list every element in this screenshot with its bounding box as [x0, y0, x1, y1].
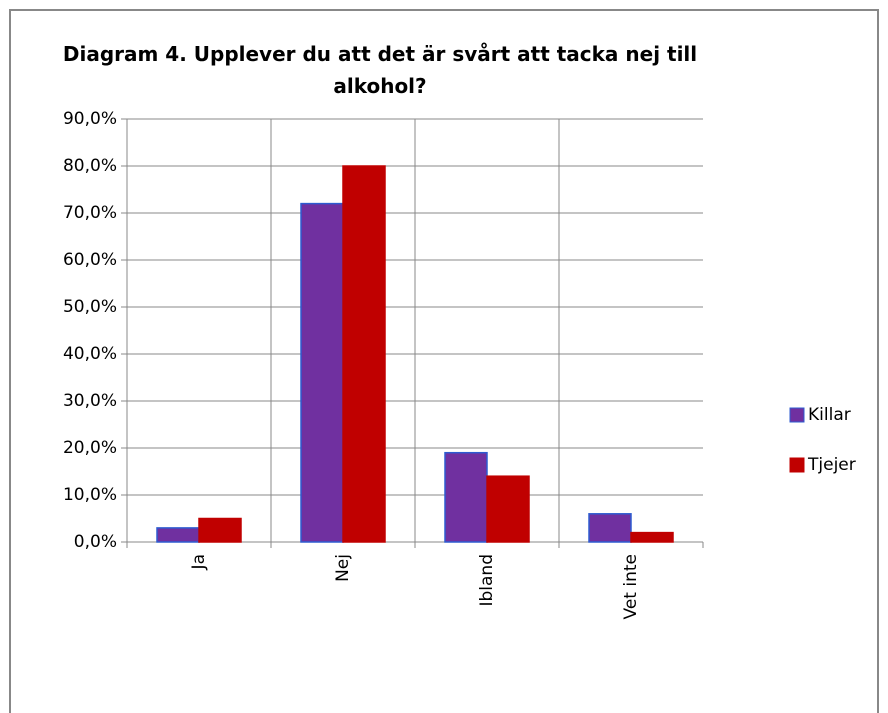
legend-swatch	[789, 407, 805, 423]
x-tick-label: Vet inte	[621, 554, 641, 619]
bar	[342, 165, 386, 543]
bar	[300, 202, 344, 543]
bar	[588, 513, 632, 543]
x-tick-label: Ibland	[477, 554, 497, 607]
bar	[156, 527, 200, 543]
legend-swatch	[789, 457, 805, 473]
y-tick-label: 80,0%	[63, 156, 117, 176]
chart-title: Diagram 4. Upplever du att det är svårt …	[62, 42, 698, 98]
y-tick-label: 20,0%	[63, 438, 117, 458]
y-tick-label: 30,0%	[63, 391, 117, 411]
x-tick-label: Ja	[189, 554, 209, 570]
legend-label: Killar	[808, 405, 851, 425]
y-tick-label: 70,0%	[63, 203, 117, 223]
y-tick-label: 0,0%	[74, 532, 117, 552]
bar	[630, 531, 674, 543]
bar	[444, 451, 488, 543]
y-tick-label: 60,0%	[63, 250, 117, 270]
legend-label: Tjejer	[807, 455, 856, 475]
y-tick-label: 40,0%	[63, 344, 117, 364]
y-tick-label: 10,0%	[63, 485, 117, 505]
y-tick-label: 90,0%	[63, 109, 117, 129]
x-tick-label: Nej	[333, 554, 353, 582]
bar	[486, 475, 530, 543]
chart-frame	[9, 9, 879, 713]
bar	[198, 517, 242, 543]
y-tick-label: 50,0%	[63, 297, 117, 317]
